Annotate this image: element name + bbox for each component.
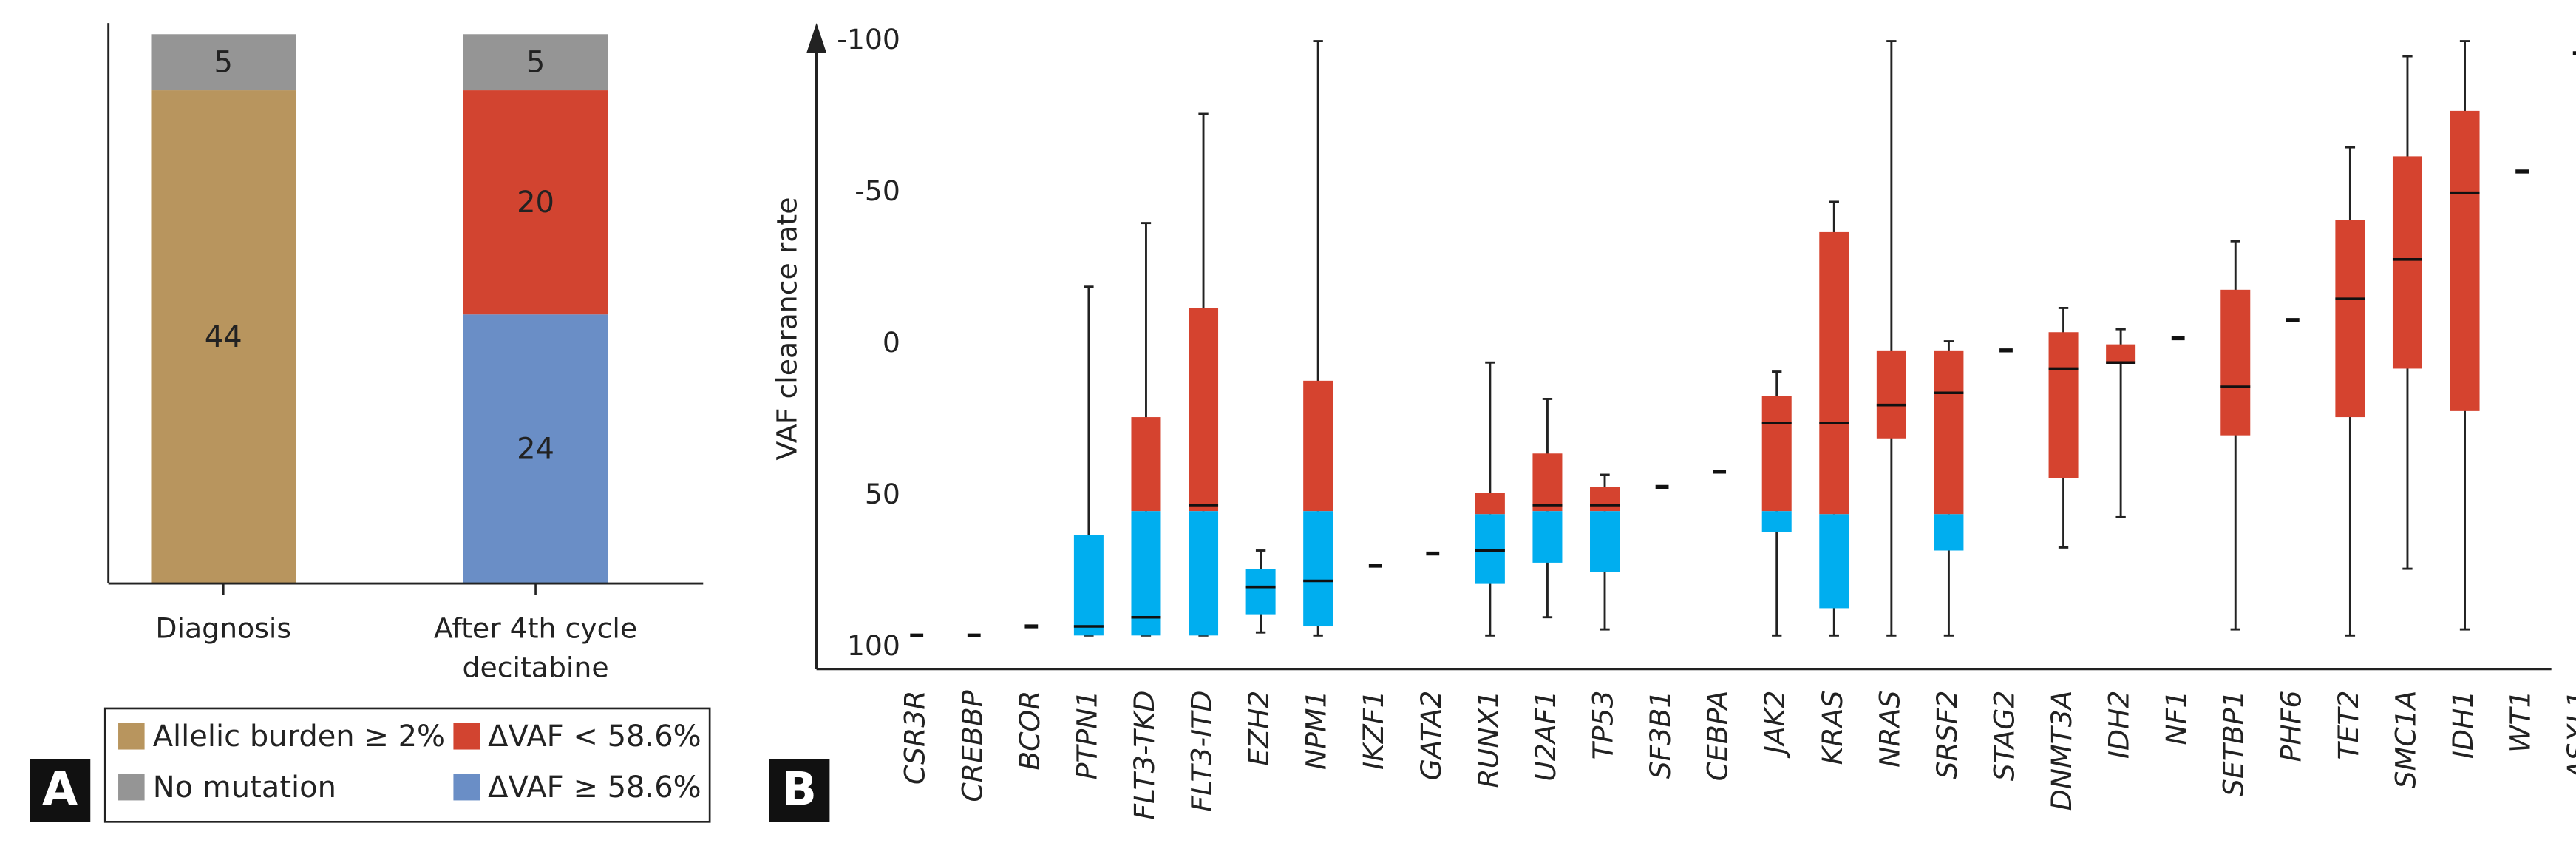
gene-label: NF1 xyxy=(2160,691,2192,745)
legend-swatch xyxy=(453,774,480,801)
bar-segment xyxy=(151,90,296,584)
gene-label: NPM1 xyxy=(1300,691,1333,771)
box-blue xyxy=(1761,511,1792,532)
box-red xyxy=(2450,110,2480,411)
gene-label: U2AF1 xyxy=(1529,691,1562,782)
y-tick-label: 100 xyxy=(847,629,900,662)
gene-label: CEBPA xyxy=(1702,691,1734,782)
box-red xyxy=(1934,350,1964,515)
box-red xyxy=(1819,231,1849,515)
legend-box xyxy=(103,707,711,823)
gene-label: RUNX1 xyxy=(1472,691,1504,788)
x-tick-label-box: Diagnosis xyxy=(155,613,292,646)
panel-label: B xyxy=(782,762,817,816)
box-blue xyxy=(1131,511,1161,636)
value-label: 5 xyxy=(526,45,545,79)
gene-label: EZH2 xyxy=(1243,691,1275,766)
legend-swatch xyxy=(118,774,145,801)
bar-segment xyxy=(463,34,608,91)
y-tick-label: -50 xyxy=(854,175,900,207)
gene-label: FLT3-ITD xyxy=(1186,691,1218,812)
bar-segment xyxy=(463,314,608,584)
box-blue xyxy=(1532,511,1563,563)
gene-label: GATA2 xyxy=(1415,691,1447,781)
box-blue xyxy=(1245,569,1276,615)
box-red xyxy=(2220,289,2251,436)
box-blue xyxy=(1073,535,1104,636)
y-tick-label: 0 xyxy=(883,326,900,359)
value-label: 24 xyxy=(517,432,554,466)
gene-label: STAG2 xyxy=(1988,691,2020,782)
gene-label: CREBBP xyxy=(956,690,988,802)
box-red xyxy=(2106,344,2136,363)
legend-label: No mutation xyxy=(153,771,336,805)
gene-label: ASXL1 xyxy=(2561,691,2576,782)
gene-label: DNMT3A xyxy=(2045,691,2078,811)
box-blue xyxy=(1189,511,1219,636)
x-tick-label: Diagnosis xyxy=(155,613,292,646)
gene-label: IDH1 xyxy=(2447,691,2479,759)
gene-label: SRSF2 xyxy=(1931,691,1963,779)
legend-label: ΔVAF ≥ 58.6% xyxy=(488,771,701,805)
box-red xyxy=(1475,493,1505,515)
y-axis-arrow xyxy=(806,23,826,53)
x-tick-label-box: After 4th cycle decitabine xyxy=(433,613,638,686)
gene-label: SMC1A xyxy=(2389,691,2422,789)
box-blue xyxy=(1303,511,1333,627)
gene-label: IDH2 xyxy=(2103,691,2135,759)
gene-label: WT1 xyxy=(2504,691,2537,753)
y-tick-label: 50 xyxy=(865,478,900,510)
legend-swatch xyxy=(118,723,145,750)
panel-label-box xyxy=(769,759,830,822)
value-label: 44 xyxy=(205,320,242,354)
value-label: 5 xyxy=(214,45,233,79)
bar-segment xyxy=(151,34,296,91)
legend-label: Allelic burden ≥ 2% xyxy=(153,720,445,754)
box-blue xyxy=(1819,514,1849,609)
box-red xyxy=(2392,156,2422,369)
box-red xyxy=(1876,350,1906,439)
box-red xyxy=(1189,308,1219,512)
box-red xyxy=(1761,396,1792,512)
box-blue xyxy=(1475,514,1505,584)
gene-label: KRAS xyxy=(1816,691,1849,765)
gene-label: SETBP1 xyxy=(2218,691,2250,797)
gene-label: BCOR xyxy=(1013,691,1046,771)
box-red xyxy=(1532,453,1563,512)
panel-label: A xyxy=(42,762,78,816)
box-red xyxy=(2048,332,2079,478)
gene-label: PHF6 xyxy=(2274,691,2307,762)
box-blue xyxy=(1934,514,1964,551)
gene-label: CSR3R xyxy=(899,691,931,785)
gene-label: FLT3-TKD xyxy=(1128,691,1160,820)
gene-label: SF3B1 xyxy=(1644,691,1676,779)
x-tick-label: After 4th cycle decitabine xyxy=(433,613,638,686)
y-axis-title: VAF clearance rate xyxy=(770,197,803,461)
box-red xyxy=(2335,220,2365,418)
box-red xyxy=(1131,417,1161,512)
box-blue xyxy=(1590,511,1620,572)
legend-swatch xyxy=(453,723,480,750)
panel-label-box xyxy=(30,759,91,822)
box-red xyxy=(1303,380,1333,512)
gene-label: IKZF1 xyxy=(1357,691,1390,771)
y-tick-label: -100 xyxy=(837,23,900,55)
box-red xyxy=(1590,487,1620,512)
gene-label: TP53 xyxy=(1587,691,1620,760)
gene-label: JAK2 xyxy=(1758,691,1791,759)
gene-label: PTPN1 xyxy=(1070,691,1103,780)
gene-label: TET2 xyxy=(2332,691,2365,760)
legend-label: ΔVAF < 58.6% xyxy=(488,720,701,754)
bar-segment xyxy=(463,90,608,315)
gene-label: NRAS xyxy=(1873,691,1906,768)
value-label: 20 xyxy=(517,186,554,220)
